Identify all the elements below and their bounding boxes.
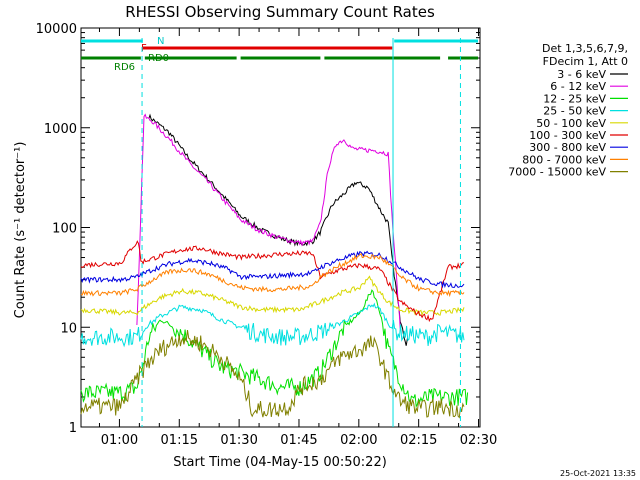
- flag-label-f: F: [141, 43, 147, 54]
- x-tick-label: 02:00: [340, 433, 377, 448]
- legend-header-line-1: Det 1,3,5,6,7,9,: [542, 42, 628, 55]
- series-line-6: [80, 240, 465, 323]
- y-tick-label: 1000: [44, 122, 77, 137]
- chart-title: RHESSI Observing Summary Count Rates: [125, 3, 435, 21]
- series-line-4: [80, 302, 465, 348]
- y-tick-labels: 1 10 100 1000 10000: [36, 22, 77, 436]
- x-tick-label: 01:30: [220, 433, 257, 448]
- series-line-7: [80, 250, 465, 289]
- legend-entry-5: 50 - 100 keV: [536, 117, 606, 130]
- series-line-3: [80, 289, 469, 409]
- flag-label-n: N: [157, 36, 164, 47]
- legend-entry-1: 3 - 6 keV: [557, 68, 606, 81]
- series-line-8: [80, 252, 465, 298]
- x-tick-labels: 01:00 01:15 01:30 01:45 02:00 02:15 02:30: [101, 433, 498, 448]
- x-tick-label: 01:45: [280, 433, 317, 448]
- flag-label-rd6: RD6: [114, 62, 135, 73]
- legend-entry-9: 7000 - 15000 keV: [508, 166, 606, 179]
- y-tick-label: 1: [69, 421, 77, 436]
- legend-header-line-2: FDecim 1, Att 0: [543, 55, 628, 68]
- flag-label-rd0: RD0: [148, 53, 169, 64]
- y-tick-label: 10: [60, 321, 77, 336]
- legend-entry-4: 25 - 50 keV: [543, 105, 606, 118]
- series-line-2: [136, 113, 401, 329]
- x-tick-label: 02:15: [400, 433, 437, 448]
- series-layer: [80, 113, 469, 419]
- legend: Det 1,3,5,6,7,9, FDecim 1, Att 0 3 - 6 k…: [508, 42, 628, 179]
- x-tick-label: 01:00: [101, 433, 138, 448]
- x-tick-label: 01:15: [161, 433, 198, 448]
- y-tick-label: 10000: [36, 22, 77, 37]
- legend-entry-7: 300 - 800 keV: [529, 141, 606, 154]
- time-markers: [141, 38, 461, 427]
- y-axis-label: Count Rate (s⁻¹ detector⁻¹): [13, 142, 28, 319]
- axis-ticks: [81, 27, 480, 428]
- series-line-5: [80, 275, 465, 317]
- series-line-9: [80, 330, 465, 419]
- y-tick-label: 100: [52, 222, 77, 237]
- legend-entry-3: 12 - 25 keV: [543, 92, 606, 105]
- legend-entry-6: 100 - 300 keV: [529, 129, 606, 142]
- legend-entry-8: 800 - 7000 keV: [522, 153, 606, 166]
- legend-entry-2: 6 - 12 keV: [550, 80, 606, 93]
- x-tick-label: 02:30: [460, 433, 497, 448]
- x-axis-label: Start Time (04-May-15 00:50:22): [173, 455, 387, 470]
- render-timestamp: 25-Oct-2021 13:35: [560, 469, 636, 478]
